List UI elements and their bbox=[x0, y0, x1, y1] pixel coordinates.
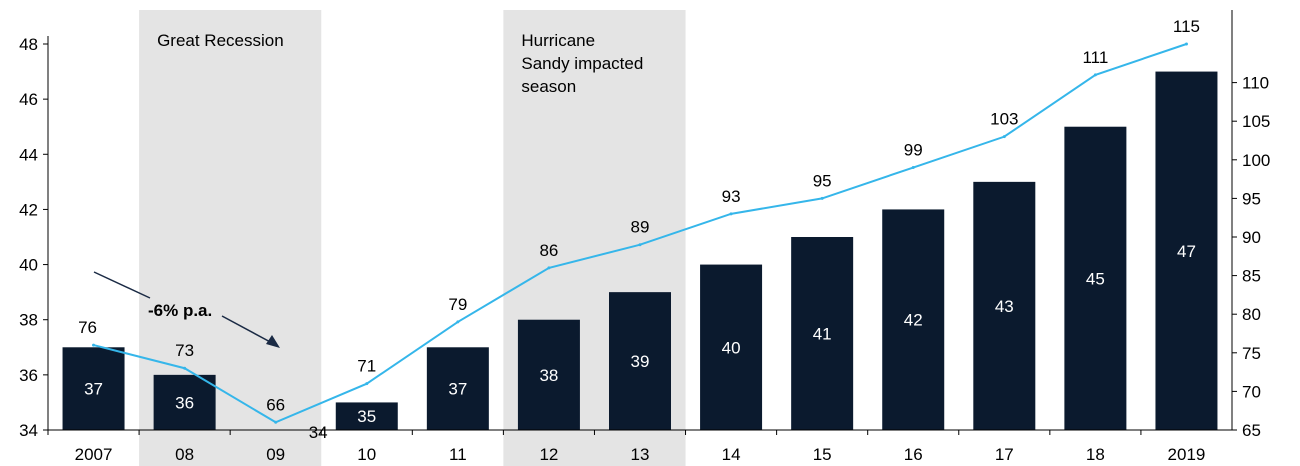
x-tick-label: 18 bbox=[1086, 445, 1105, 464]
x-tick-label: 12 bbox=[539, 445, 558, 464]
bar bbox=[791, 237, 854, 430]
y-left-tick-label: 36 bbox=[19, 366, 38, 385]
x-tick-label: 2019 bbox=[1168, 445, 1206, 464]
line-value-label: 115 bbox=[1173, 17, 1200, 36]
shaded-region-label: Hurricane bbox=[521, 31, 595, 50]
bar-value-label: 43 bbox=[995, 297, 1014, 316]
bar bbox=[517, 319, 580, 430]
line-point bbox=[456, 320, 460, 324]
bar-value-label: 38 bbox=[539, 366, 558, 385]
y-right-tick-label: 85 bbox=[1242, 267, 1261, 286]
x-tick-label: 11 bbox=[449, 445, 467, 464]
bar-value-label: 45 bbox=[1086, 269, 1105, 288]
bar-value-label: 39 bbox=[631, 352, 650, 371]
bar bbox=[973, 181, 1036, 430]
line-value-label: 86 bbox=[539, 241, 558, 260]
bar bbox=[153, 374, 216, 430]
line-value-label: 111 bbox=[1082, 48, 1108, 67]
line-value-label: 99 bbox=[904, 141, 923, 160]
y-left-tick-label: 44 bbox=[19, 145, 38, 164]
bar bbox=[882, 209, 945, 430]
x-tick-label: 17 bbox=[995, 445, 1014, 464]
shaded-region-labels: Great Recession Hurricane Sandy impacted se… bbox=[157, 31, 643, 96]
annotation-arrow-tail bbox=[93, 271, 151, 299]
shaded-region-label: season bbox=[521, 77, 576, 96]
bar-value-label: 36 bbox=[175, 393, 194, 412]
line-value-label: 79 bbox=[448, 295, 467, 314]
line-value-label: 103 bbox=[990, 110, 1018, 129]
line-point bbox=[729, 212, 733, 216]
data-labels: 37 36 34 35 37 38 39 40 41 42 43 45 47 76 73 66 71 79 86 89… bbox=[78, 17, 1200, 442]
x-tick-label: 08 bbox=[175, 445, 194, 464]
bars bbox=[62, 71, 1218, 431]
line-point bbox=[638, 243, 642, 247]
line-point bbox=[92, 343, 96, 347]
bar bbox=[1155, 71, 1218, 431]
line-value-label: 73 bbox=[175, 341, 194, 360]
x-tick-label: 16 bbox=[904, 445, 923, 464]
annotation-arrowhead bbox=[266, 335, 280, 348]
y-left-tick-label: 40 bbox=[19, 256, 38, 275]
y-left-tick-label: 34 bbox=[19, 421, 38, 440]
shaded-region-label: Great Recession bbox=[157, 31, 284, 50]
x-tick-label: 09 bbox=[266, 445, 285, 464]
y-left-tick-label: 46 bbox=[19, 90, 38, 109]
y-right-tick-label: 95 bbox=[1242, 189, 1261, 208]
y-right-tick-label: 110 bbox=[1242, 74, 1269, 93]
line-point bbox=[1184, 42, 1188, 46]
x-tick-label: 14 bbox=[722, 445, 741, 464]
bar bbox=[62, 347, 125, 430]
shaded-regions bbox=[139, 10, 686, 466]
x-tick-label: 2007 bbox=[75, 445, 113, 464]
bar-value-label: 37 bbox=[448, 380, 467, 399]
x-tick-label: 10 bbox=[357, 445, 376, 464]
y-right-tick-label: 90 bbox=[1242, 228, 1261, 247]
y-right-tick-label: 75 bbox=[1242, 344, 1261, 363]
bar bbox=[335, 402, 398, 430]
line-value-label: 95 bbox=[813, 171, 832, 190]
y-left-tick-label: 48 bbox=[19, 35, 38, 54]
bar bbox=[609, 292, 671, 430]
y-right-tick-label: 105 bbox=[1242, 112, 1270, 131]
annotation: -6% p.a. bbox=[93, 271, 280, 348]
x-tick-label: 15 bbox=[813, 445, 832, 464]
bar-value-label: 37 bbox=[84, 380, 103, 399]
y-right-tick-label: 70 bbox=[1242, 382, 1261, 401]
shaded-region-label: Sandy impacted bbox=[521, 54, 643, 73]
y-right-tick-label: 80 bbox=[1242, 305, 1261, 324]
bar-value-label: 47 bbox=[1177, 242, 1196, 261]
bar bbox=[700, 264, 763, 430]
bar bbox=[1064, 126, 1127, 430]
line-point bbox=[183, 366, 187, 370]
axes: 34 36 38 40 42 44 46 48 65 70 75 80 85 90 95 100 105 110 2… bbox=[19, 10, 1270, 464]
line-value-label: 66 bbox=[266, 395, 285, 414]
annotation-arrow-shaft bbox=[221, 315, 275, 345]
line-series bbox=[92, 42, 1188, 424]
line-point bbox=[1002, 135, 1006, 139]
line-point bbox=[820, 196, 824, 200]
line-value-label: 71 bbox=[357, 357, 376, 376]
line-point bbox=[365, 382, 369, 386]
line-point bbox=[547, 266, 551, 270]
line-point bbox=[911, 166, 915, 170]
line-value-label: 76 bbox=[78, 318, 97, 337]
bar bbox=[426, 347, 489, 430]
bar-value-label: 35 bbox=[357, 407, 376, 426]
line-point bbox=[274, 420, 278, 424]
bar-value-label: 34 bbox=[309, 423, 328, 442]
y-left-tick-label: 42 bbox=[19, 200, 38, 219]
bar-value-label: 41 bbox=[813, 325, 832, 344]
line-point bbox=[1093, 73, 1097, 77]
y-right-tick-label: 65 bbox=[1242, 421, 1261, 440]
line-value-label: 89 bbox=[631, 218, 650, 237]
bar-value-label: 42 bbox=[904, 311, 923, 330]
y-left-tick-label: 38 bbox=[19, 311, 38, 330]
y-right-tick-label: 100 bbox=[1242, 151, 1270, 170]
annotation-text: -6% p.a. bbox=[148, 301, 212, 320]
line-value-label: 93 bbox=[722, 187, 741, 206]
bar-value-label: 40 bbox=[722, 338, 741, 357]
x-tick-label: 13 bbox=[631, 445, 650, 464]
